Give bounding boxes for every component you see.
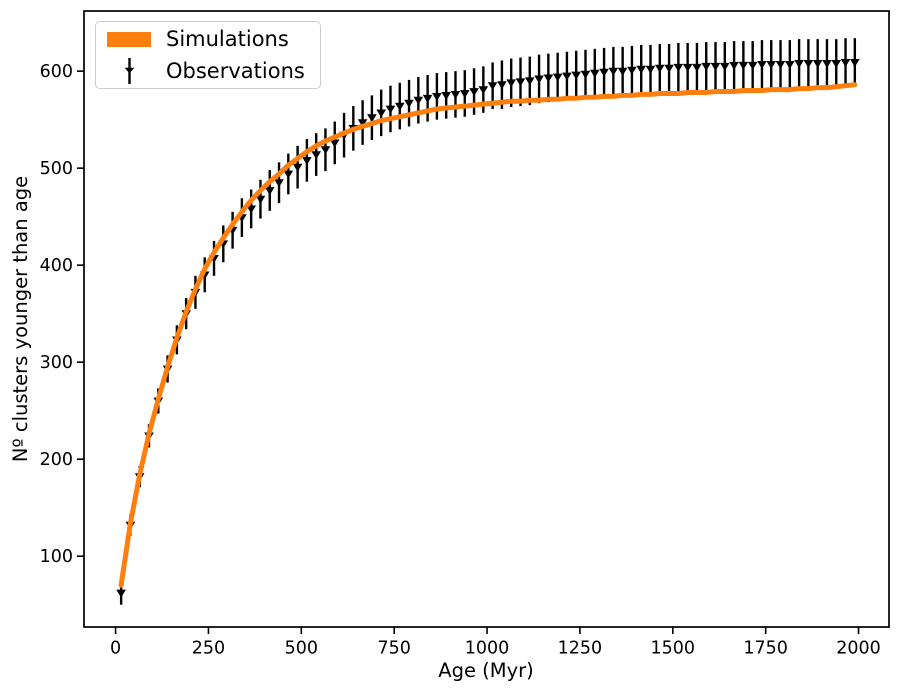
observation-marker: [738, 61, 749, 70]
observation-marker: [116, 589, 126, 598]
simulations-line: [118, 82, 858, 588]
y-tick-label: 400: [40, 256, 73, 276]
observation-marker: [283, 170, 294, 179]
observation-marker: [329, 139, 340, 148]
observation-marker: [515, 78, 526, 87]
observation-marker: [562, 72, 572, 81]
legend-key-observations: [106, 57, 152, 85]
observation-marker: [580, 70, 591, 79]
observation-marker: [552, 73, 563, 82]
legend-label-observations: Observations: [166, 58, 305, 83]
observation-marker: [710, 62, 721, 71]
observation-marker: [422, 94, 433, 103]
observation-marker: [840, 59, 851, 67]
observation-marker: [701, 62, 711, 71]
observation-marker: [729, 61, 739, 70]
observation-marker: [803, 60, 814, 68]
x-tick-label: 1000: [465, 639, 510, 659]
observation-marker: [274, 179, 284, 188]
observation-marker: [794, 60, 804, 68]
plot-border: [83, 10, 890, 628]
observation-marker: [831, 60, 841, 68]
observation-marker: [497, 81, 507, 90]
observation-marker: [478, 86, 489, 95]
y-tick-label: 100: [40, 547, 73, 567]
observation-marker: [255, 195, 266, 204]
observation-marker: [608, 67, 619, 76]
legend-key-simulations: [106, 31, 152, 47]
observation-marker: [636, 65, 646, 74]
y-tick-label: 300: [40, 353, 73, 373]
observation-marker: [664, 64, 674, 73]
observations-errorbar-glyph: [124, 58, 134, 84]
observation-marker: [450, 91, 461, 99]
x-tick-label: 750: [377, 639, 410, 659]
observation-marker: [404, 99, 414, 108]
observation-marker: [645, 65, 656, 74]
observation-marker: [441, 92, 451, 100]
observation-marker: [320, 146, 331, 155]
y-tick-label: 500: [40, 159, 73, 179]
x-tick-label: 0: [110, 639, 121, 659]
legend-item-observations: Observations: [106, 56, 310, 86]
x-axis-label: Age (Myr): [438, 659, 534, 682]
observation-marker: [692, 63, 702, 72]
observation-marker: [487, 82, 498, 91]
observation-marker: [264, 187, 275, 196]
x-tick-label: 250: [192, 639, 225, 659]
observation-marker: [292, 163, 303, 172]
simulations-line-swatch: [107, 31, 151, 47]
observation-marker: [302, 157, 312, 165]
observation-marker: [775, 61, 786, 69]
observation-marker: [311, 151, 321, 160]
observation-marker: [395, 102, 405, 111]
observation-marker: [385, 105, 396, 114]
legend: Simulations Observations: [95, 21, 321, 89]
observation-marker: [376, 109, 386, 118]
y-tick-label: 200: [40, 450, 73, 470]
observation-marker: [525, 77, 535, 86]
observation-marker: [673, 63, 684, 72]
observation-marker: [627, 66, 637, 75]
observation-marker: [460, 90, 470, 99]
observation-marker: [822, 60, 832, 68]
observation-marker: [357, 119, 368, 128]
observation-marker: [506, 79, 516, 88]
observation-marker: [720, 62, 730, 71]
legend-item-simulations: Simulations: [106, 24, 310, 54]
observation-marker: [599, 68, 609, 77]
observation-marker: [682, 63, 693, 72]
observation-marker: [246, 205, 256, 214]
y-tick-label: 600: [40, 62, 73, 82]
observation-marker: [534, 75, 544, 84]
observation-marker: [850, 59, 860, 67]
observation-marker: [655, 64, 665, 73]
observation-marker: [747, 61, 758, 70]
x-tick-label: 2000: [836, 639, 881, 659]
x-tick-label: 500: [285, 639, 318, 659]
observation-marker: [432, 93, 442, 101]
observation-marker: [757, 61, 767, 69]
observation-marker: [766, 61, 776, 69]
observation-marker: [543, 74, 554, 83]
observation-marker: [812, 60, 823, 68]
observation-marker: [590, 69, 600, 78]
observation-marker: [617, 67, 628, 76]
observation-marker: [571, 71, 581, 80]
y-axis-label: Nº clusters younger than age: [9, 176, 32, 462]
observation-marker: [413, 96, 424, 105]
x-tick-label: 1250: [558, 639, 603, 659]
x-tick-label: 1750: [743, 639, 788, 659]
x-tick-label: 1500: [651, 639, 696, 659]
observation-marker: [469, 88, 479, 97]
legend-label-simulations: Simulations: [166, 26, 289, 51]
observation-marker: [785, 61, 795, 69]
observation-marker: [367, 114, 377, 123]
